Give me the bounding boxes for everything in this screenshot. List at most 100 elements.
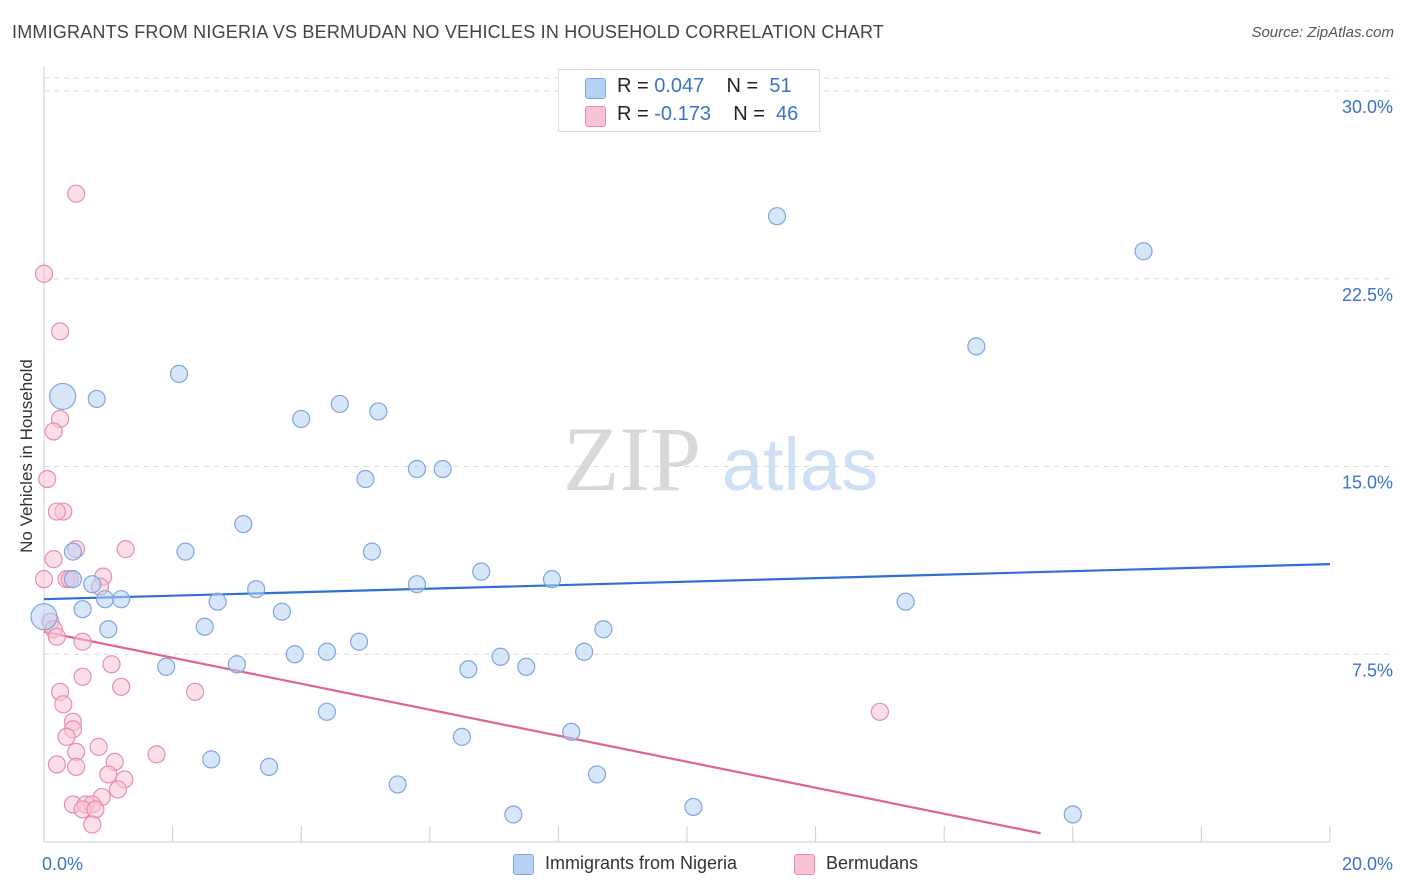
point-nigeria — [767, 207, 787, 226]
point-bermudans — [108, 780, 128, 799]
point-nigeria — [63, 570, 83, 589]
axes — [43, 66, 1331, 843]
point-nigeria — [587, 765, 607, 784]
watermark-atlas: atlas — [722, 423, 878, 506]
point-bermudans — [47, 755, 66, 774]
point-nigeria — [1134, 242, 1153, 261]
trend-line-nigeria — [43, 563, 1331, 601]
pink-swatch-icon — [585, 106, 606, 127]
r-value: -0.173 — [654, 103, 711, 125]
stats-text-bermudans: R = -0.173 N = 46 — [617, 103, 798, 126]
point-nigeria — [157, 657, 176, 676]
point-bermudans — [47, 502, 66, 521]
point-nigeria — [1063, 805, 1082, 824]
point-bermudans — [44, 550, 63, 569]
point-nigeria — [234, 514, 253, 534]
point-nigeria — [594, 620, 613, 639]
point-nigeria — [562, 722, 581, 741]
point-nigeria — [317, 642, 337, 661]
series-legend: Immigrants from Nigeria Bermudans — [0, 852, 1406, 878]
y-tick-label: 7.5% — [1352, 660, 1393, 680]
point-nigeria — [472, 562, 491, 581]
point-nigeria — [176, 542, 195, 561]
point-bermudans — [38, 469, 57, 489]
point-nigeria — [227, 655, 246, 674]
point-bermudans — [89, 737, 108, 756]
point-bermudans — [67, 757, 86, 777]
y-tick-label: 22.5% — [1342, 285, 1393, 305]
point-nigeria — [202, 750, 221, 769]
point-bermudans — [34, 264, 54, 283]
point-bermudans — [116, 540, 135, 559]
point-nigeria — [575, 642, 594, 661]
point-nigeria — [73, 600, 92, 619]
point-nigeria — [362, 542, 382, 561]
point-nigeria — [317, 702, 337, 721]
point-nigeria — [49, 382, 77, 411]
r-value: 0.047 — [654, 75, 705, 97]
point-nigeria — [452, 727, 472, 746]
r-label: R = — [617, 75, 649, 97]
y-tick-label: 30.0% — [1342, 97, 1393, 117]
point-nigeria — [99, 620, 118, 639]
x-tick-label-start: 0.0% — [42, 854, 83, 874]
watermark: ZIP atlas — [563, 408, 878, 510]
point-bermudans — [34, 570, 54, 589]
point-bermudans — [44, 422, 63, 441]
point-bermudans — [99, 765, 118, 784]
point-bermudans — [147, 745, 166, 764]
data-points — [30, 184, 1153, 834]
point-nigeria — [433, 459, 452, 479]
n-value: 46 — [776, 103, 799, 125]
source-label: Source: ZipAtlas.com — [1251, 24, 1394, 41]
point-bermudans — [47, 627, 66, 646]
point-nigeria — [542, 570, 562, 589]
point-bermudans — [57, 727, 76, 746]
point-nigeria — [330, 394, 349, 414]
stats-legend-row-nigeria: R = 0.047 N = 51 — [559, 73, 819, 101]
point-bermudans — [73, 632, 92, 651]
legend-label-bermudans: Bermudans — [826, 853, 919, 873]
point-nigeria — [285, 645, 304, 664]
point-nigeria — [407, 575, 427, 594]
point-nigeria — [169, 364, 189, 383]
point-bermudans — [83, 815, 102, 834]
point-bermudans — [86, 800, 105, 819]
point-nigeria — [30, 603, 58, 631]
trend-lines — [43, 563, 1331, 835]
point-bermudans — [186, 682, 205, 701]
point-nigeria — [112, 590, 131, 609]
y-tick-label: 15.0% — [1342, 473, 1393, 493]
point-nigeria — [259, 757, 279, 777]
point-nigeria — [272, 602, 292, 621]
r-label: R = — [617, 103, 649, 125]
legend-label-nigeria: Immigrants from Nigeria — [545, 853, 738, 873]
n-label: N = — [726, 75, 759, 97]
point-bermudans — [54, 695, 73, 714]
point-nigeria — [83, 575, 102, 594]
point-nigeria — [517, 657, 536, 676]
point-bermudans — [870, 702, 890, 721]
point-nigeria — [896, 592, 915, 611]
point-nigeria — [491, 647, 510, 666]
point-nigeria — [87, 389, 106, 409]
n-label: N = — [733, 103, 765, 125]
point-nigeria — [356, 469, 375, 489]
point-bermudans — [50, 322, 70, 341]
pink-swatch-icon — [794, 854, 815, 875]
point-bermudans — [102, 655, 121, 674]
blue-swatch-icon — [513, 854, 534, 875]
x-tick-label-end: 20.0% — [1342, 854, 1393, 874]
blue-swatch-icon — [585, 78, 606, 99]
point-bermudans — [112, 677, 131, 696]
point-nigeria — [407, 459, 427, 479]
n-value: 51 — [769, 75, 792, 97]
watermark-zip: ZIP — [563, 408, 701, 510]
point-nigeria — [247, 580, 266, 599]
point-bermudans — [67, 184, 86, 203]
point-nigeria — [459, 660, 478, 679]
point-nigeria — [388, 775, 407, 794]
point-nigeria — [95, 590, 115, 609]
point-nigeria — [967, 337, 986, 356]
stats-legend: R = 0.047 N = 51 R = -0.173 N = 46 — [558, 69, 820, 132]
